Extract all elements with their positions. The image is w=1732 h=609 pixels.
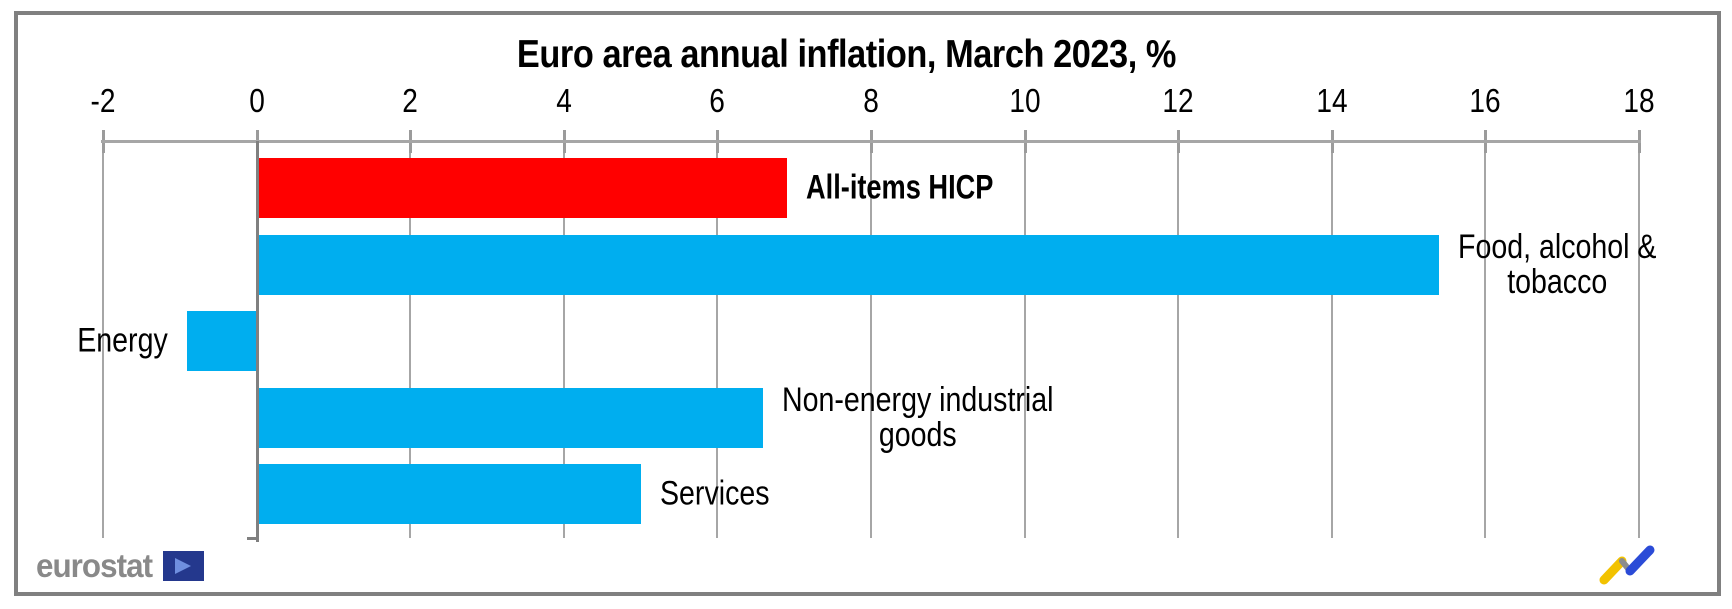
bar-label-non-energy-industrial-goods: Non-energy industrial goods [782,383,1053,453]
bar-energy [187,311,256,371]
trend-line-icon [1599,545,1655,585]
x-tick-label: -2 [90,82,116,119]
gridline-18 [1638,141,1640,538]
gridline-8 [870,141,872,538]
eu-flag-icon [163,551,205,581]
x-tick-label: 16 [1469,82,1501,119]
gridline-12 [1177,141,1179,538]
trend-blue-segment [1625,545,1655,576]
eu-flag-arrow-icon [175,558,192,574]
bar-label-food-alcohol-tobacco: Food, alcohol & tobacco [1458,230,1656,300]
bar-label-line: goods [878,416,957,454]
gridline-6 [716,141,718,538]
zero-axis-foot [247,537,257,540]
x-tick-label: 4 [556,82,572,119]
x-tick-label: 6 [709,82,725,119]
x-tick-label: 10 [1009,82,1041,119]
x-axis-line [101,140,1641,143]
eurostat-logo: eurostat [36,547,205,585]
trend-yellow-segment [1599,556,1627,585]
zero-axis-line [256,141,259,542]
bar-label-all-items-hicp: All-items HICP [806,168,994,207]
bar-non-energy-industrial-goods [259,388,763,448]
x-tick-label: 0 [249,82,265,119]
eu-flag-arrow-shape [175,558,192,574]
x-tick-label: 14 [1316,82,1348,119]
gridline-16 [1484,141,1486,538]
x-tick-label: 18 [1623,82,1655,119]
bar-all-items-hicp [259,158,787,218]
bar-label-energy: Energy [77,321,168,360]
eurostat-logo-text: eurostat [36,547,153,584]
bar-label-line: Energy [77,321,168,360]
bar-label-line: tobacco [1507,263,1608,301]
x-tick-label: 12 [1162,82,1194,119]
gridline-10 [1024,141,1026,538]
bar-food-alcohol-tobacco [259,235,1439,295]
bar-label-line: Services [660,474,770,513]
chart-title: Euro area annual inflation, March 2023, … [0,33,1712,77]
bar-services [259,464,641,524]
x-tick-label: 2 [402,82,418,119]
bar-label-line: Non-energy industrial [782,381,1054,419]
gridline-14 [1331,141,1333,538]
x-tick-label: 8 [863,82,879,119]
gridline-2 [409,141,411,538]
gridline--2 [102,141,104,538]
gridline-4 [563,141,565,538]
bar-label-line: Food, alcohol & [1458,228,1657,266]
bar-label-services: Services [660,474,770,513]
bar-label-line: All-items HICP [806,168,994,207]
chart-title-text: Euro area annual inflation, March 2023, … [516,33,1176,76]
